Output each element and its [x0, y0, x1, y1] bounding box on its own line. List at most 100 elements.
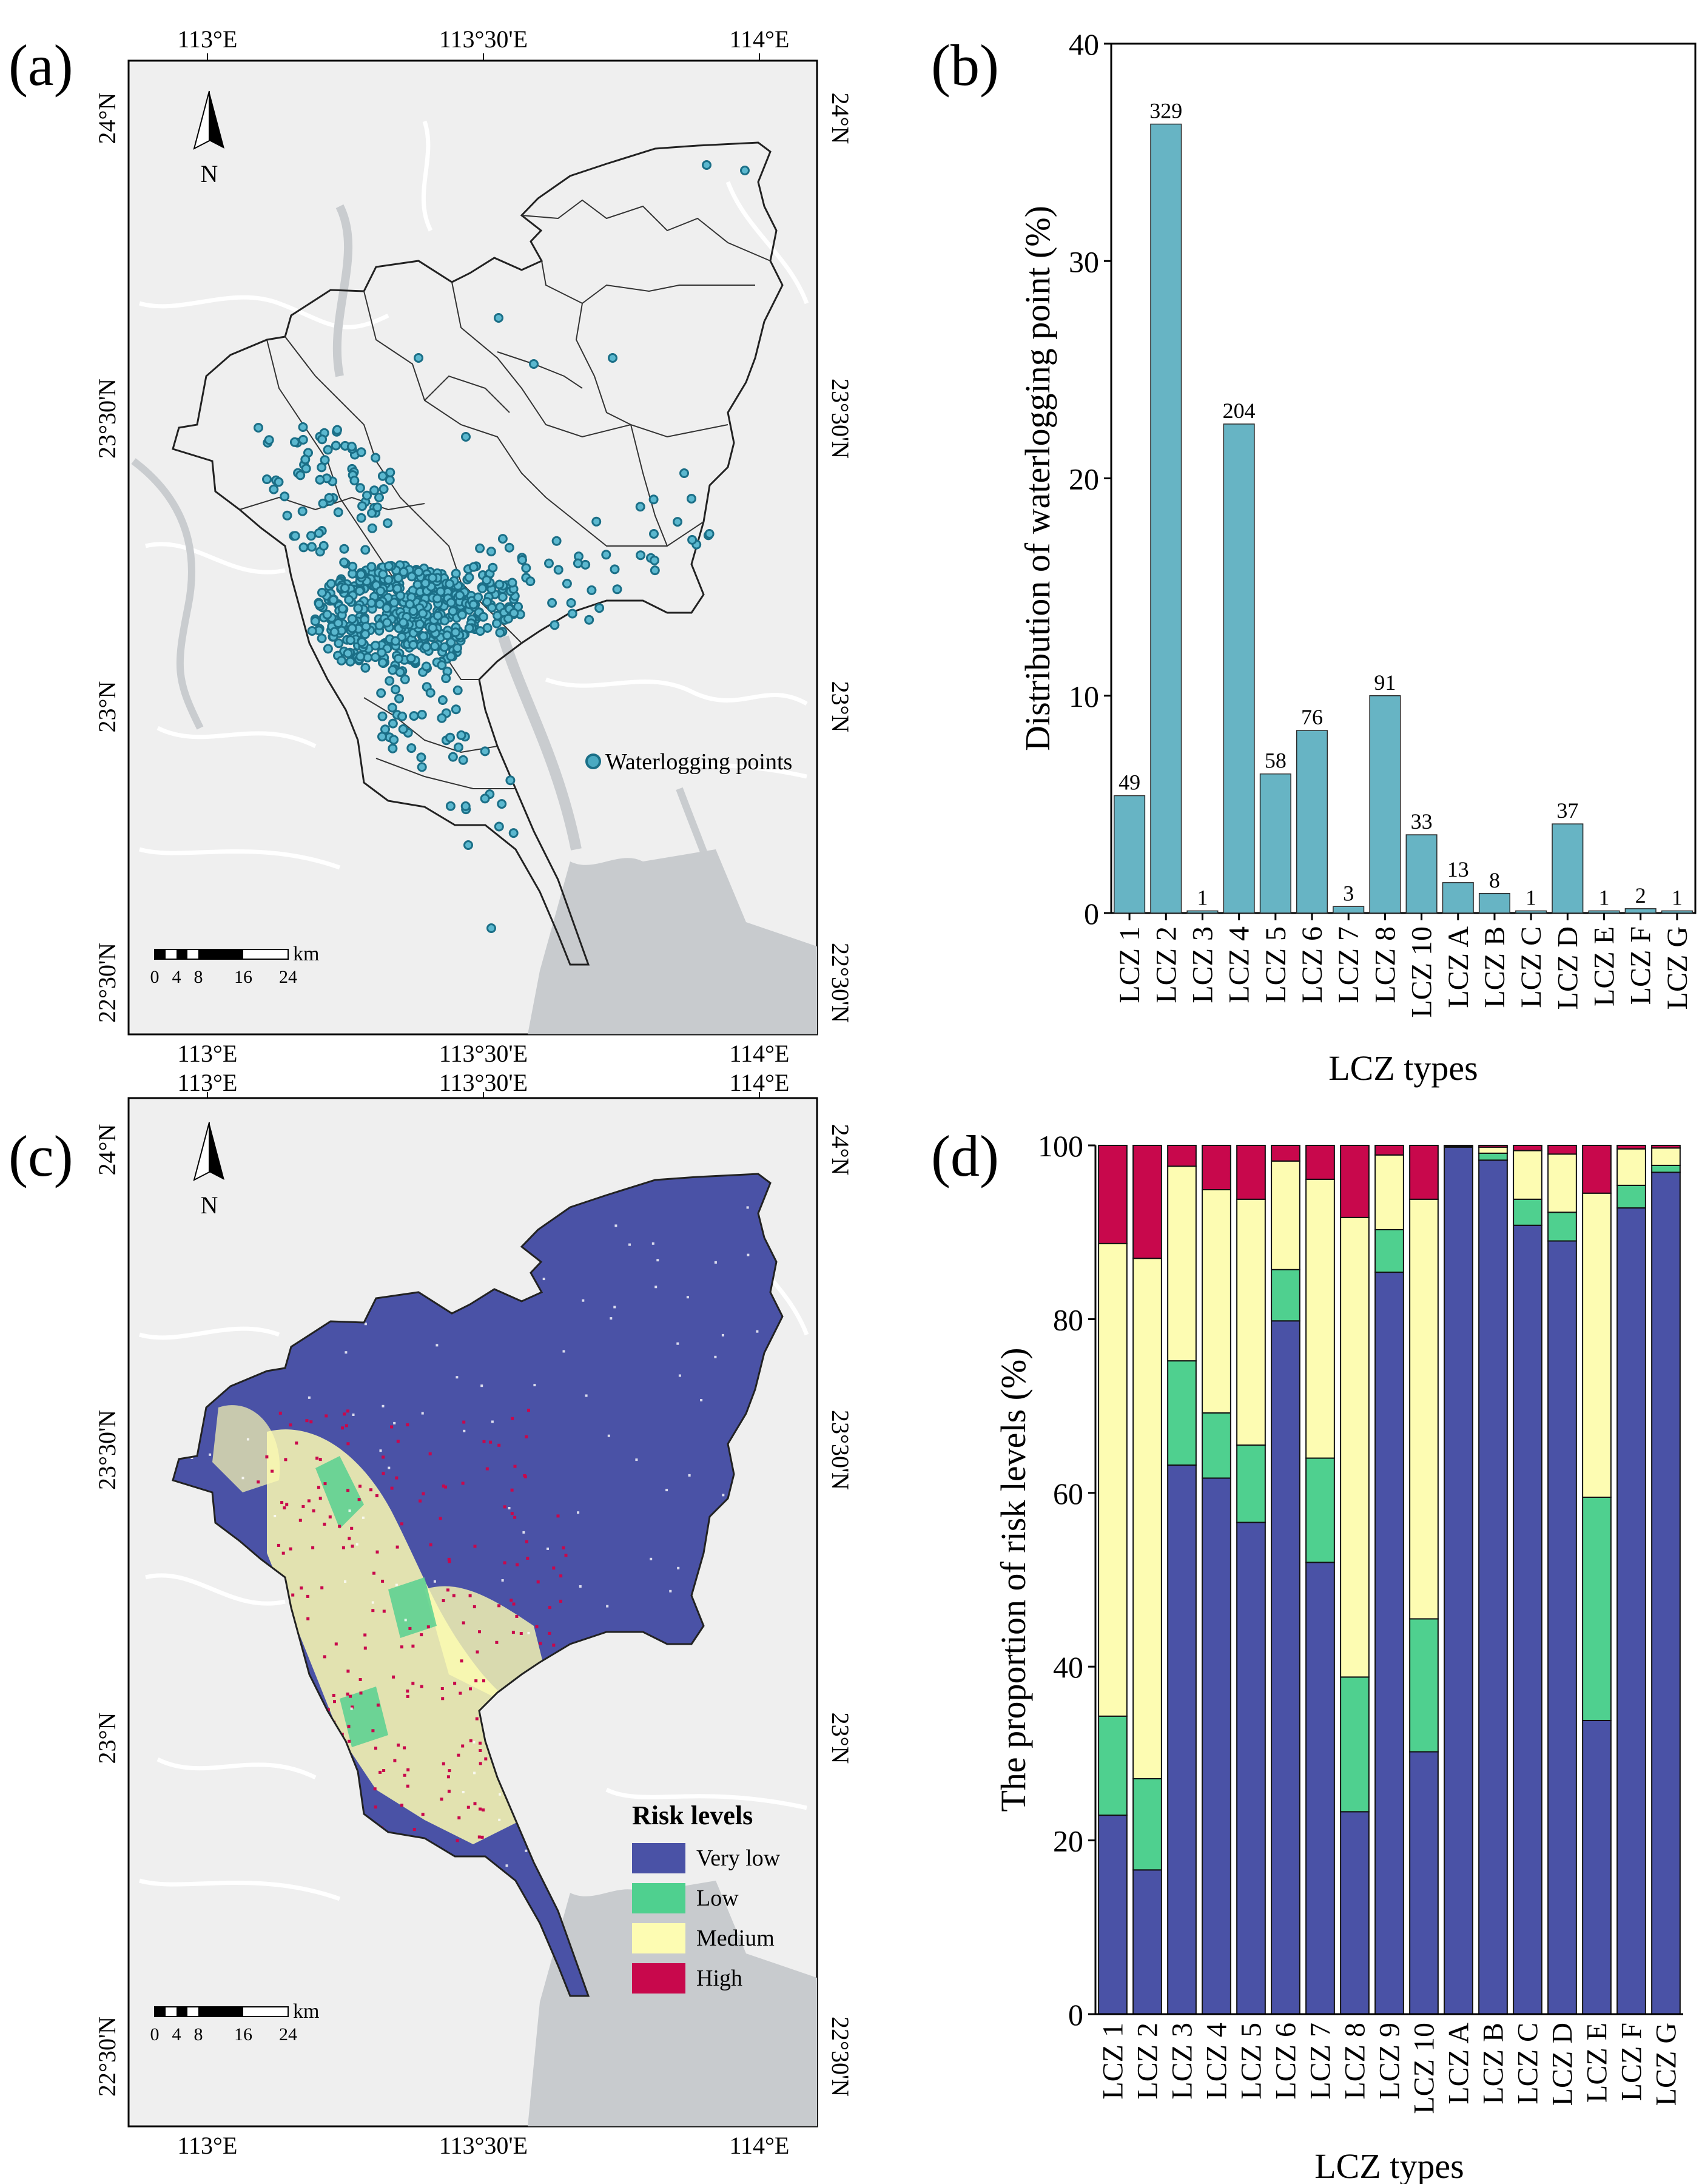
waterlogging-point [610, 564, 620, 575]
waterlogging-point [298, 542, 309, 553]
risk-high-patch [503, 1561, 506, 1565]
waterlogging-point [421, 661, 431, 672]
waterlogging-point [395, 667, 405, 677]
risk-nodata-speck [348, 1509, 351, 1512]
waterlogging-point [405, 599, 415, 609]
risk-high-patch [452, 1594, 456, 1597]
panel-c-label: (c) [8, 1124, 73, 1188]
risk-nodata-speck [364, 1323, 367, 1326]
risk-high-patch [397, 1744, 400, 1747]
lat-tick-left: 22°30'N [93, 943, 121, 1023]
risk-high-patch [482, 1808, 485, 1812]
waterlogging-point [360, 662, 371, 673]
risk-high-patch [318, 1497, 322, 1500]
risk-nodata-speck [722, 1494, 725, 1497]
waterlogging-point [446, 637, 456, 647]
chart-d-bar-segment [1340, 1811, 1370, 2015]
risk-nodata-speck [463, 1429, 466, 1432]
waterlogging-point [509, 608, 519, 618]
chart-d-bar-segment [1409, 1198, 1439, 1620]
chart-d-xtick-label: LCZ 9 [1374, 2023, 1406, 2100]
risk-high-patch [426, 1625, 430, 1629]
waterlogging-point [366, 598, 377, 608]
chart-d-bar-segment [1513, 1224, 1542, 2015]
lon-tick-top: 113°E [178, 1069, 238, 1096]
risk-high-patch [318, 1458, 322, 1461]
risk-nodata-speck [688, 1474, 691, 1477]
risk-high-patch [374, 1805, 377, 1809]
map-a-scale-tick: 8 [194, 967, 203, 987]
waterlogging-point [356, 513, 366, 523]
waterlogging-point [369, 485, 380, 496]
risk-high-patch [323, 1482, 327, 1486]
map-a-lat-ticks: 24°N 23°30'N 23°N 22°30'N 24°N 23°30'N 2… [93, 93, 849, 1023]
risk-high-patch [320, 1586, 324, 1589]
risk-high-patch [305, 1419, 309, 1423]
risk-legend-swatch [632, 1843, 685, 1873]
chart-d-xtick-label: LCZ 10 [1408, 2023, 1441, 2114]
risk-high-patch [447, 1557, 451, 1561]
waterlogging-point [337, 655, 346, 666]
waterlogging-point [635, 502, 645, 512]
risk-nodata-speck [308, 1396, 311, 1399]
risk-legend-label: Low [696, 1886, 739, 1911]
chart-b-bar [1442, 882, 1474, 914]
chart-d-bar-segment [1616, 1184, 1646, 1209]
waterlogging-point [377, 471, 388, 481]
waterlogging-point [544, 558, 554, 568]
waterlogging-point [445, 801, 456, 811]
risk-high-patch [378, 1770, 382, 1774]
chart-d-xtick-label: LCZ 3 [1166, 2023, 1199, 2100]
chart-d-bar-segment [1202, 1145, 1231, 1191]
waterlogging-point [329, 627, 340, 637]
risk-high-patch [390, 1425, 394, 1429]
chart-b-bar [1223, 423, 1255, 914]
waterlogging-point [314, 599, 324, 609]
risk-legend-swatch [632, 1923, 685, 1953]
risk-high-patch [345, 1424, 348, 1427]
chart-d-xtick-label: LCZ 7 [1305, 2023, 1337, 2100]
lon-tick-bottom: 114°E [730, 1040, 790, 1067]
chart-d-xtick-label: LCZ 4 [1201, 2023, 1233, 2100]
risk-high-patch [359, 1691, 363, 1695]
chart-d-bar-segment [1098, 1715, 1128, 1816]
risk-nodata-speck [562, 1350, 565, 1353]
risk-nodata-speck [542, 1278, 545, 1281]
risk-high-patch [477, 1835, 481, 1839]
risk-nodata-speck [355, 1543, 358, 1546]
risk-nodata-speck [607, 1434, 610, 1437]
waterlogging-point [333, 618, 343, 629]
map-c-north-label: N [201, 1191, 218, 1219]
waterlogging-point [254, 423, 263, 433]
risk-high-patch [439, 1517, 442, 1520]
waterlogging-point [406, 571, 417, 582]
chart-d-bar-segment [1582, 1145, 1612, 1194]
risk-high-patch [462, 1621, 465, 1625]
chart-b-bar [1150, 123, 1182, 914]
risk-nodata-speck [533, 1384, 536, 1387]
chart-b-xtick-label: LCZ 6 [1296, 926, 1328, 1003]
waterlogging-point [322, 610, 332, 619]
risk-high-patch [395, 1476, 399, 1480]
waterlogging-point [360, 629, 371, 639]
risk-high-patch [358, 1485, 362, 1488]
chart-b-bar [1296, 730, 1328, 914]
risk-nodata-speck [505, 1864, 508, 1867]
risk-nodata-speck [246, 1438, 249, 1441]
risk-high-patch [300, 1586, 303, 1590]
risk-nodata-speck [352, 1414, 355, 1416]
waterlogging-legend-label: Waterlogging points [605, 749, 792, 775]
risk-high-patch [350, 1526, 354, 1530]
risk-nodata-speck [462, 1791, 465, 1793]
chart-b-plot-frame [1110, 42, 1697, 914]
risk-nodata-speck [628, 1243, 631, 1246]
map-a-scale-bar: km 0 4 8 16 24 [150, 943, 320, 987]
map-c-scale-tick: 0 [150, 2024, 160, 2044]
risk-high-patch [422, 1492, 425, 1495]
waterlogging-point [486, 923, 496, 933]
waterlogging-point [584, 615, 594, 625]
chart-d-bar-segment [1271, 1320, 1300, 2015]
risk-high-patch [462, 1420, 466, 1424]
waterlogging-point [437, 713, 447, 723]
waterlogging-point [280, 491, 290, 502]
